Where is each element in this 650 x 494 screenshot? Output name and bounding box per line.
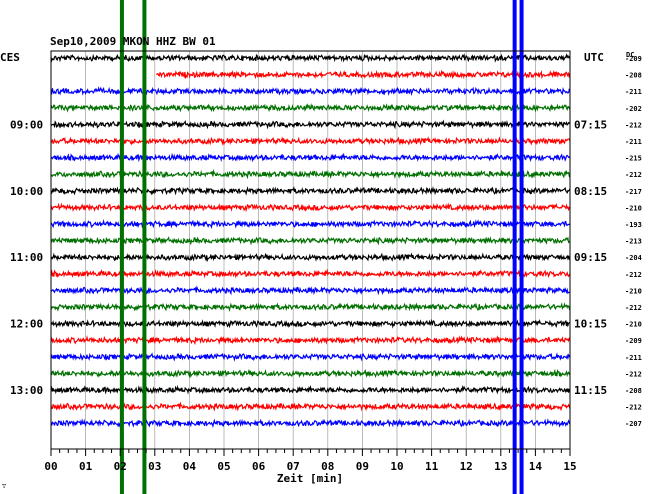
x-tick-label: 03: [148, 460, 161, 473]
x-tick-label: 13: [494, 460, 507, 473]
trace-line: [50, 302, 571, 312]
trace-line: [50, 252, 571, 262]
x-tick-label: 06: [252, 460, 266, 473]
right-time-label: 10:15: [574, 318, 607, 331]
dc-offset-label: -208: [625, 72, 642, 80]
x-tick-label: 09: [356, 460, 369, 473]
trace-line: [50, 102, 571, 113]
dc-offset-label: -193: [625, 221, 642, 229]
trace-line: [155, 69, 571, 80]
event-markers: [119, 0, 524, 494]
dc-offset-label: -212: [625, 121, 642, 129]
trace-line: [50, 236, 571, 246]
x-axis: 00 01 02 03 04 05 06 07 08 09 10 11 12 13 14 15: [44, 449, 577, 473]
right-time-label: 09:15: [574, 251, 607, 264]
chart-title: Sep10,2009 MKON HHZ BW 01: [50, 35, 216, 48]
trace-line: [51, 152, 571, 163]
left-time-label: 13:00: [10, 384, 43, 397]
dc-header: DC: [626, 51, 634, 59]
right-time-label: 11:15: [574, 384, 607, 397]
trace-line: [50, 318, 571, 329]
x-tick-label: 08: [321, 460, 334, 473]
right-time-labels: 07:15 08:15 09:15 10:15 11:15: [574, 118, 607, 397]
x-tick-label: 15: [563, 460, 576, 473]
left-time-label: 10:00: [10, 185, 43, 198]
x-tick-label: 04: [183, 460, 197, 473]
trace-line: [50, 218, 571, 230]
x-axis-label: Zeit [min]: [277, 472, 343, 485]
dc-offset-label: -212: [625, 370, 642, 378]
dc-offset-label: -217: [625, 188, 642, 196]
left-time-label: 12:00: [10, 318, 43, 331]
x-tick-label: 07: [287, 460, 300, 473]
right-time-label: 07:15: [574, 118, 607, 131]
trace-line: [50, 168, 571, 180]
trace-line: [50, 268, 571, 279]
dc-offset-label: -211: [625, 354, 642, 362]
trace-line: [50, 384, 571, 395]
dc-offset-label: -208: [625, 387, 642, 395]
dc-offset-label: -212: [625, 404, 642, 412]
trace-line: [50, 85, 571, 97]
x-tick-label: 00: [44, 460, 57, 473]
dc-offset-label: -210: [625, 204, 642, 212]
trace-line: [50, 418, 571, 429]
x-tick-label: 02: [114, 460, 127, 473]
x-tick-label: 14: [529, 460, 543, 473]
dc-offset-label: -213: [625, 238, 642, 246]
trace-line: [50, 352, 571, 362]
dc-offset-label: -209: [625, 55, 642, 63]
trace-line: [50, 202, 571, 213]
dc-offset-label: -211: [625, 88, 642, 96]
x-tick-label: 11: [425, 460, 439, 473]
trace-line: [50, 136, 571, 146]
trace-line: [50, 368, 571, 379]
dc-offset-label: -204: [625, 254, 642, 262]
right-time-label: 08:15: [574, 185, 607, 198]
grid: [85, 51, 536, 449]
trace-line: [50, 335, 571, 346]
dc-offset-label: -209: [625, 337, 642, 345]
left-time-label: 09:00: [10, 118, 43, 131]
dc-offset-label: -210: [625, 287, 642, 295]
trace-line: [50, 119, 571, 130]
x-tick-label: 12: [460, 460, 473, 473]
dc-offset-label: -211: [625, 138, 642, 146]
x-tick-label: 05: [217, 460, 230, 473]
dc-offset-label: -212: [625, 304, 642, 312]
trace-line: [50, 186, 571, 196]
trace-line: [50, 285, 571, 296]
trace-line: [50, 401, 571, 412]
left-timezone: CES: [0, 51, 20, 64]
dc-offset-label: -210: [625, 321, 642, 329]
trace-line: [50, 53, 571, 63]
left-time-labels: 09:00 10:00 11:00 12:00 13:00: [10, 118, 43, 397]
dc-offset-label: -212: [625, 271, 642, 279]
footnote-mark: ∵: [2, 482, 6, 490]
dc-offset-labels: -209 -208 -211 -202 -212 -211 -215 -212 -217 -210…: [625, 55, 642, 428]
right-timezone: UTC: [584, 51, 604, 64]
dc-offset-label: -207: [625, 420, 642, 428]
seismogram-traces: [50, 53, 571, 429]
dc-offset-label: -212: [625, 171, 642, 179]
x-tick-label: 01: [79, 460, 93, 473]
x-tick-label: 10: [390, 460, 403, 473]
dc-offset-label: -215: [625, 155, 642, 163]
dc-offset-label: -202: [625, 105, 642, 113]
left-time-label: 11:00: [10, 251, 43, 264]
